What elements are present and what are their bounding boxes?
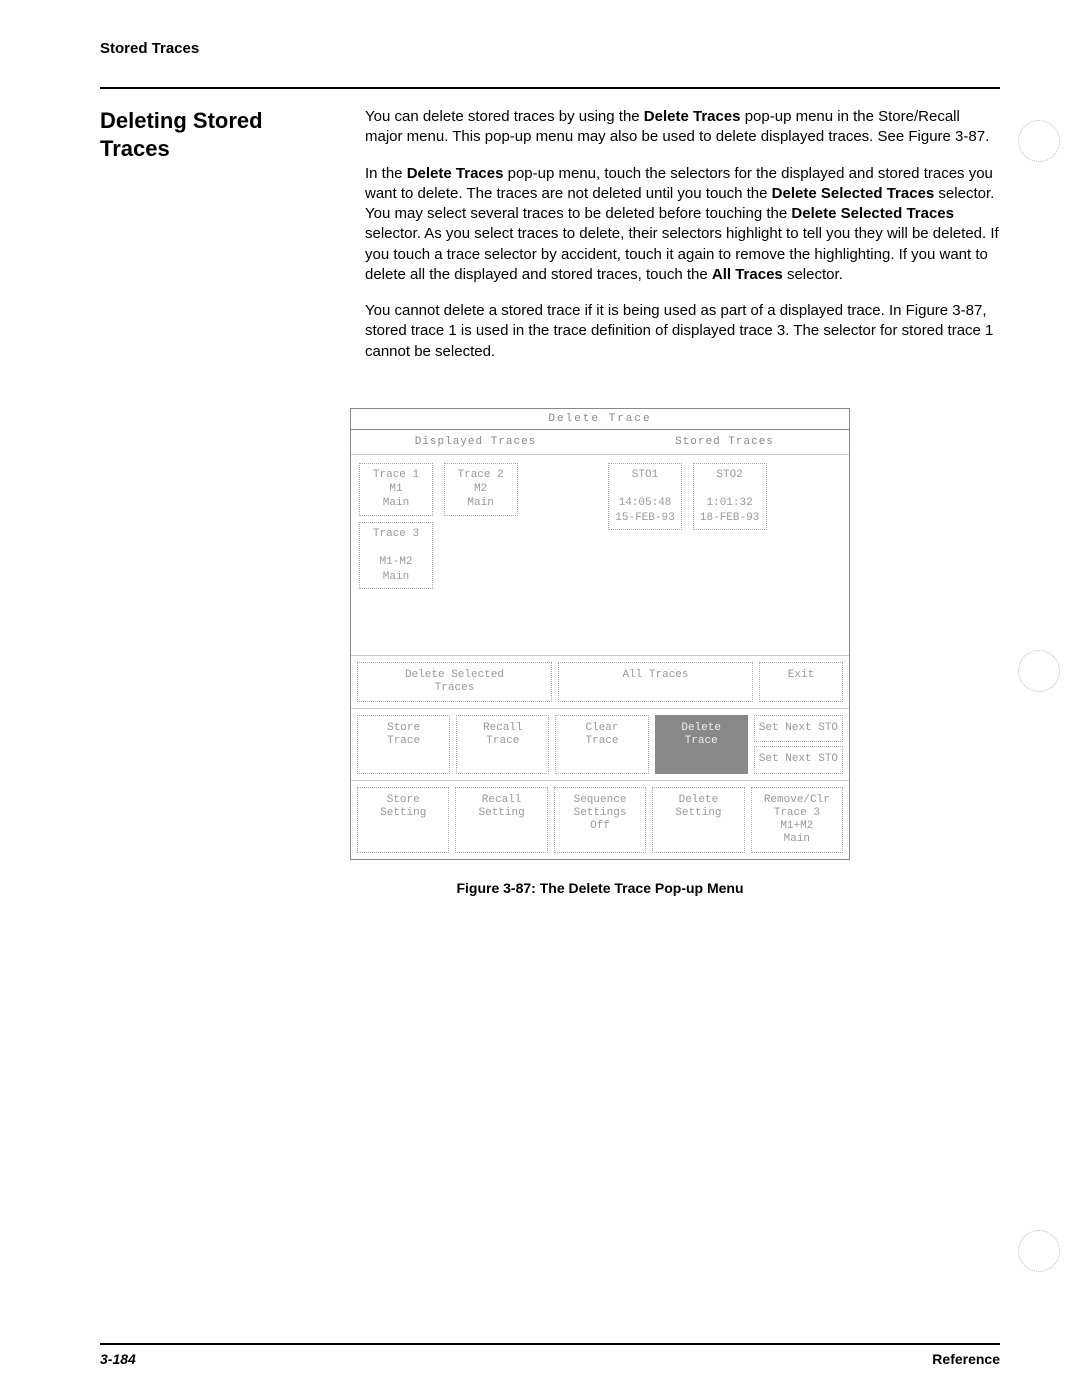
delete-trace-button[interactable]: Delete Trace: [655, 715, 748, 773]
left-column: Deleting Stored Traces: [100, 107, 325, 378]
right-column: You can delete stored traces by using th…: [365, 107, 1000, 378]
stored-trace-selector[interactable]: STO2 1:01:32 18-FEB-93: [693, 463, 767, 530]
top-rule: [100, 87, 1000, 89]
page-number: 3-184: [100, 1351, 136, 1367]
trace-selector[interactable]: Trace 3 M1-M2 Main: [359, 522, 433, 589]
store-setting-button[interactable]: Store Setting: [357, 787, 449, 854]
text: selector. As you select traces to delete…: [365, 225, 999, 283]
all-traces-button[interactable]: All Traces: [558, 662, 753, 702]
text: In the: [365, 165, 407, 182]
subhead-left: Displayed Traces: [351, 436, 600, 448]
bold-term: All Traces: [712, 266, 783, 283]
paragraph-2: In the Delete Traces pop-up menu, touch …: [365, 164, 1000, 286]
paragraph-1: You can delete stored traces by using th…: [365, 107, 1000, 148]
paragraph-3: You cannot delete a stored trace if it i…: [365, 301, 1000, 362]
stored-traces-col: STO1 14:05:48 15-FEB-93 STO2 1:01:32 18-…: [600, 455, 849, 655]
displayed-traces-col: Trace 1 M1 Main Trace 2 M2 Main Trace 3 …: [351, 455, 600, 655]
delete-selected-button[interactable]: Delete Selected Traces: [357, 662, 552, 702]
figure-wrap: Delete Trace Displayed Traces Stored Tra…: [350, 408, 850, 897]
punch-hole: [1018, 120, 1060, 162]
fig-selector-row: Delete Selected Traces All Traces Exit: [351, 655, 849, 708]
fig-menu-row-b: Store Setting Recall Setting Sequence Se…: [351, 780, 849, 860]
bold-term: Delete Selected Traces: [772, 185, 935, 202]
punch-hole: [1018, 650, 1060, 692]
trace-selector[interactable]: Trace 1 M1 Main: [359, 463, 433, 516]
figure-body: Delete Trace Displayed Traces Stored Tra…: [350, 408, 850, 861]
fig-subhead: Displayed Traces Stored Traces: [351, 430, 849, 455]
fig-title: Delete Trace: [351, 409, 849, 430]
text: You can delete stored traces by using th…: [365, 108, 644, 125]
subhead-right: Stored Traces: [600, 436, 849, 448]
exit-button[interactable]: Exit: [759, 662, 843, 702]
bold-term: Delete Traces: [644, 108, 741, 125]
trace-selector[interactable]: Trace 2 M2 Main: [444, 463, 518, 516]
content-row: Deleting Stored Traces You can delete st…: [100, 107, 1000, 378]
bold-term: Delete Traces: [407, 165, 504, 182]
set-next-sto-button[interactable]: Set Next STO: [754, 715, 843, 742]
store-trace-button[interactable]: Store Trace: [357, 715, 450, 773]
stored-trace-selector[interactable]: STO1 14:05:48 15-FEB-93: [608, 463, 682, 530]
text: selector.: [783, 266, 843, 283]
page: Stored Traces Deleting Stored Traces You…: [0, 0, 1080, 1397]
delete-setting-button[interactable]: Delete Setting: [652, 787, 744, 854]
recall-trace-button[interactable]: Recall Trace: [456, 715, 549, 773]
set-next-group: Set Next STO Set Next STO: [754, 715, 843, 773]
running-head: Stored Traces: [100, 40, 1000, 57]
section-title: Deleting Stored Traces: [100, 107, 325, 162]
figure-caption: Figure 3-87: The Delete Trace Pop-up Men…: [350, 880, 850, 896]
remove-clr-button[interactable]: Remove/Clr Trace 3 M1+M2 Main: [751, 787, 843, 854]
footer-ref: Reference: [932, 1351, 1000, 1367]
fig-menu-row-a: Store Trace Recall Trace Clear Trace Del…: [351, 708, 849, 779]
footer: 3-184 Reference: [100, 1343, 1000, 1367]
sequence-settings-button[interactable]: Sequence Settings Off: [554, 787, 646, 854]
clear-trace-button[interactable]: Clear Trace: [555, 715, 648, 773]
set-next-sto-button[interactable]: Set Next STO: [754, 746, 843, 773]
fig-body: Trace 1 M1 Main Trace 2 M2 Main Trace 3 …: [351, 455, 849, 655]
punch-hole: [1018, 1230, 1060, 1272]
bold-term: Delete Selected Traces: [791, 205, 954, 222]
recall-setting-button[interactable]: Recall Setting: [455, 787, 547, 854]
